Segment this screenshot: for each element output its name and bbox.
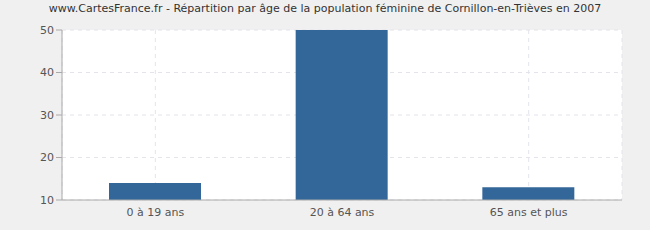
svg-text:0 à 19 ans: 0 à 19 ans bbox=[126, 206, 184, 219]
svg-text:20 à 64 ans: 20 à 64 ans bbox=[310, 206, 375, 219]
svg-text:20: 20 bbox=[40, 151, 54, 164]
svg-text:40: 40 bbox=[40, 66, 54, 79]
html-text:www.CartesFrance.fr - Répartit: www.CartesFrance.fr - Répartition par âg… bbox=[48, 2, 602, 15]
svg-text:10: 10 bbox=[40, 194, 54, 207]
svg-text:50: 50 bbox=[40, 24, 54, 37]
svg-text:30: 30 bbox=[40, 109, 54, 122]
svg-text:65 ans et plus: 65 ans et plus bbox=[490, 206, 568, 219]
